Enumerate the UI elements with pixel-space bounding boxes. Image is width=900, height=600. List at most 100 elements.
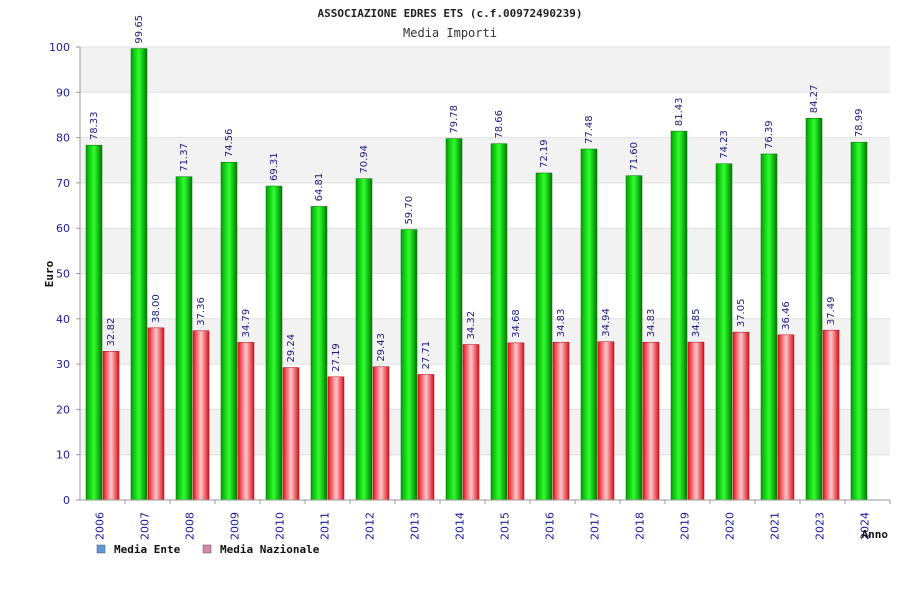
data-label: 72.19 — [539, 139, 550, 168]
data-label: 29.24 — [286, 334, 297, 363]
data-label: 59.70 — [404, 196, 415, 225]
legend-swatch-media-ente — [96, 544, 106, 554]
legend: Media Ente Media Nazionale — [96, 543, 320, 556]
grid-band — [80, 47, 890, 93]
grid-band — [80, 137, 890, 183]
y-axis-title: Euro — [43, 260, 56, 287]
x-tick-label: 2024 — [859, 512, 872, 540]
bar-media-ente — [850, 141, 868, 501]
bar-media-ente — [130, 48, 148, 501]
bar-media-nazionale — [552, 341, 570, 501]
x-tick-label: 2015 — [499, 512, 512, 540]
data-label: 37.05 — [736, 299, 747, 328]
data-label: 36.46 — [781, 301, 792, 330]
x-tick-label: 2011 — [319, 512, 332, 540]
data-label: 34.83 — [556, 309, 567, 338]
data-label: 71.37 — [179, 143, 190, 172]
bar-media-nazionale — [147, 327, 165, 501]
data-label: 29.43 — [376, 333, 387, 362]
x-tick-label: 2018 — [634, 512, 647, 540]
x-tick-label: 2012 — [364, 512, 377, 540]
x-tick-label: 2019 — [679, 512, 692, 540]
legend-swatch-media-nazionale — [202, 544, 212, 554]
y-tick-label: 90 — [56, 86, 70, 99]
data-label: 34.83 — [646, 309, 657, 338]
data-label: 69.31 — [269, 152, 280, 181]
bar-media-ente — [760, 153, 778, 501]
bar-media-ente — [625, 175, 643, 501]
data-label: 77.48 — [584, 115, 595, 144]
data-label: 32.82 — [106, 318, 117, 347]
x-tick-label: 2021 — [769, 512, 782, 540]
data-labels: 78.33 32.82 99.65 38.00 71.37 37.36 74.56 34.79… — [89, 15, 865, 372]
x-tick-label: 2013 — [409, 512, 422, 540]
bar-media-nazionale — [822, 329, 840, 501]
data-label: 78.99 — [854, 109, 865, 138]
x-tick-label: 2009 — [229, 512, 242, 540]
bar-media-nazionale — [102, 351, 120, 501]
bar-media-ente — [445, 138, 463, 501]
bar-media-ente — [85, 144, 103, 501]
bar-media-nazionale — [732, 331, 750, 501]
data-label: 78.66 — [494, 110, 505, 139]
bar-media-ente — [490, 143, 508, 501]
bar-media-nazionale — [327, 376, 345, 501]
data-label: 27.19 — [331, 343, 342, 372]
y-tick-label: 80 — [56, 132, 70, 145]
data-label: 81.43 — [674, 97, 685, 126]
x-tick-label: 2017 — [589, 512, 602, 540]
gridlines — [80, 46, 890, 501]
bar-media-ente — [175, 176, 193, 501]
bar-media-nazionale — [192, 330, 210, 501]
data-label: 34.85 — [691, 308, 702, 337]
x-axis-title: Anno — [862, 528, 889, 541]
data-label: 34.79 — [241, 309, 252, 338]
y-tick-label: 10 — [56, 449, 70, 462]
bar-media-nazionale — [282, 367, 300, 501]
data-label: 27.71 — [421, 341, 432, 370]
data-label: 37.49 — [826, 297, 837, 326]
data-label: 70.94 — [359, 145, 370, 174]
x-axis-ticks: 2006 2007 2008 2009 2010 2011 2012 2013 2014 2015… — [94, 500, 891, 540]
bar-media-ente — [580, 148, 598, 501]
chart-subtitle: Media Importi — [403, 26, 497, 40]
bar-media-ente — [535, 172, 553, 501]
data-label: 74.23 — [719, 130, 730, 159]
chart-title: ASSOCIAZIONE EDRES ETS (c.f.00972490239) — [318, 7, 583, 20]
y-tick-label: 100 — [49, 41, 70, 54]
bar-media-ente — [310, 206, 328, 501]
data-label: 38.00 — [151, 294, 162, 323]
bar-media-ente — [355, 178, 373, 501]
y-tick-label: 60 — [56, 222, 70, 235]
bar-media-ente — [265, 185, 283, 501]
bar-media-nazionale — [687, 341, 705, 501]
data-label: 34.32 — [466, 311, 477, 340]
y-tick-label: 0 — [63, 494, 70, 507]
bar-media-nazionale — [417, 374, 435, 501]
data-label: 64.81 — [314, 173, 325, 202]
x-tick-label: 2010 — [274, 512, 287, 540]
bar-media-ente — [220, 161, 238, 501]
bar-media-nazionale — [777, 334, 795, 501]
y-tick-label: 20 — [56, 403, 70, 416]
data-label: 79.78 — [449, 105, 460, 134]
bar-media-nazionale — [642, 341, 660, 501]
bar-media-nazionale — [462, 344, 480, 501]
bar-media-nazionale — [597, 341, 615, 501]
data-label: 37.36 — [196, 297, 207, 326]
grid-band — [80, 409, 890, 455]
x-tick-label: 2007 — [139, 512, 152, 540]
y-tick-label: 40 — [56, 313, 70, 326]
data-label: 34.68 — [511, 309, 522, 338]
bar-media-ente — [805, 118, 823, 501]
data-label: 99.65 — [134, 15, 145, 44]
data-label: 78.33 — [89, 112, 100, 141]
y-axis-ticks: 0 10 20 30 40 50 60 70 80 90 100 — [49, 41, 80, 507]
data-label: 74.56 — [224, 129, 235, 158]
x-tick-label: 2023 — [814, 512, 827, 540]
x-tick-label: 2016 — [544, 512, 557, 540]
bar-media-ente — [400, 229, 418, 501]
data-label: 34.94 — [601, 308, 612, 337]
legend-label-media-nazionale: Media Nazionale — [220, 543, 320, 556]
